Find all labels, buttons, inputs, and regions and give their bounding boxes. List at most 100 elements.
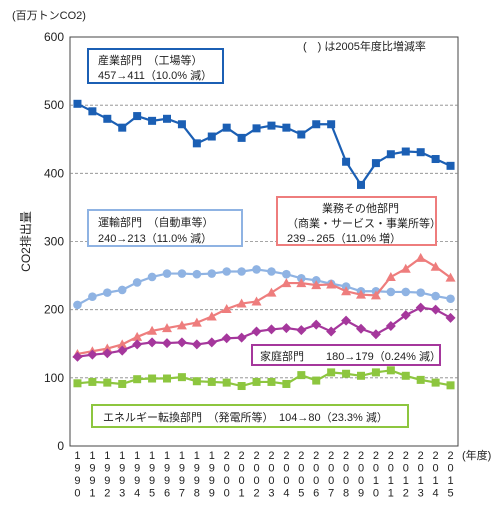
data-point bbox=[401, 287, 411, 297]
chart-note: ( ) は2005年度比増減率 bbox=[303, 39, 426, 53]
data-point bbox=[415, 302, 426, 313]
data-point bbox=[133, 112, 142, 121]
data-point bbox=[132, 331, 143, 341]
annotation-box-trn: 運輸部門 （自動車等） 240→213（11.0% 減） bbox=[87, 209, 243, 247]
data-point bbox=[236, 298, 247, 308]
data-point bbox=[445, 272, 456, 282]
data-point bbox=[356, 323, 366, 334]
y-tick-label: 500 bbox=[44, 98, 64, 112]
data-point bbox=[191, 339, 202, 350]
data-point bbox=[132, 339, 143, 350]
data-point bbox=[117, 285, 127, 295]
annotation-frame bbox=[87, 48, 224, 84]
data-point bbox=[192, 269, 202, 279]
annotation-text: 240→213（11.0% 減） bbox=[98, 231, 212, 245]
data-point bbox=[297, 371, 306, 380]
data-point bbox=[206, 337, 217, 348]
annotation-frame bbox=[276, 196, 437, 246]
y-unit-label: (百万トンCO2) bbox=[12, 10, 86, 22]
data-point bbox=[386, 150, 395, 159]
data-point bbox=[341, 315, 352, 326]
data-point bbox=[342, 157, 351, 166]
data-point bbox=[370, 329, 381, 340]
data-point bbox=[73, 300, 82, 310]
data-point bbox=[252, 265, 261, 274]
data-point bbox=[177, 373, 186, 382]
data-point bbox=[282, 379, 291, 388]
data-point bbox=[297, 130, 306, 139]
data-point bbox=[326, 279, 337, 289]
data-point bbox=[103, 288, 112, 297]
data-point bbox=[117, 339, 128, 349]
annotation-frame bbox=[251, 344, 441, 366]
data-point bbox=[296, 325, 307, 336]
data-point bbox=[430, 304, 441, 315]
data-point bbox=[88, 107, 97, 116]
data-point bbox=[356, 289, 366, 299]
y-axis-title: CO2排出量 bbox=[19, 211, 33, 272]
y-tick-label: 200 bbox=[44, 303, 64, 317]
data-point bbox=[267, 267, 276, 276]
data-point bbox=[162, 269, 172, 278]
annotation-text: 457→411（10.0% 減） bbox=[98, 68, 212, 82]
data-point bbox=[266, 287, 277, 297]
data-point bbox=[386, 287, 396, 297]
data-point bbox=[327, 368, 336, 377]
data-point bbox=[177, 120, 186, 129]
data-point bbox=[177, 269, 187, 278]
y-tick-label: 100 bbox=[44, 371, 64, 385]
data-point bbox=[431, 291, 440, 301]
annotation-text: 239→265（11.0% 増） bbox=[287, 232, 401, 245]
data-point bbox=[371, 159, 380, 168]
data-point bbox=[251, 326, 262, 337]
annotation-text: エネルギー転換部門 （発電所等） 104→80（23.3% 減） bbox=[103, 410, 388, 424]
annotation-text: 家庭部門 180→179（0.24% 減） bbox=[260, 349, 441, 363]
data-point bbox=[236, 332, 247, 343]
data-point bbox=[431, 155, 440, 164]
data-point bbox=[222, 267, 231, 276]
data-point bbox=[311, 319, 322, 330]
data-point bbox=[237, 133, 246, 142]
data-point bbox=[118, 379, 127, 388]
data-point bbox=[221, 303, 232, 313]
data-point bbox=[267, 377, 276, 386]
annotation-text: 産業部門 （工場等） bbox=[98, 53, 203, 67]
data-point bbox=[416, 148, 425, 157]
data-point bbox=[207, 132, 216, 141]
y-tick-label: 600 bbox=[44, 30, 64, 44]
data-point bbox=[446, 161, 455, 170]
data-point bbox=[370, 290, 381, 300]
data-point bbox=[281, 278, 292, 288]
data-point bbox=[103, 114, 112, 123]
data-point bbox=[147, 337, 158, 348]
data-point bbox=[445, 312, 456, 323]
data-point bbox=[163, 114, 171, 123]
data-point bbox=[357, 371, 365, 380]
data-point bbox=[176, 337, 187, 348]
data-point bbox=[222, 123, 231, 132]
data-point bbox=[385, 321, 396, 332]
y-tick-label: 400 bbox=[44, 166, 64, 180]
data-point bbox=[416, 288, 425, 297]
data-point bbox=[163, 374, 171, 383]
data-point bbox=[312, 376, 321, 385]
annotation-frame bbox=[91, 404, 409, 428]
data-point bbox=[430, 261, 441, 271]
